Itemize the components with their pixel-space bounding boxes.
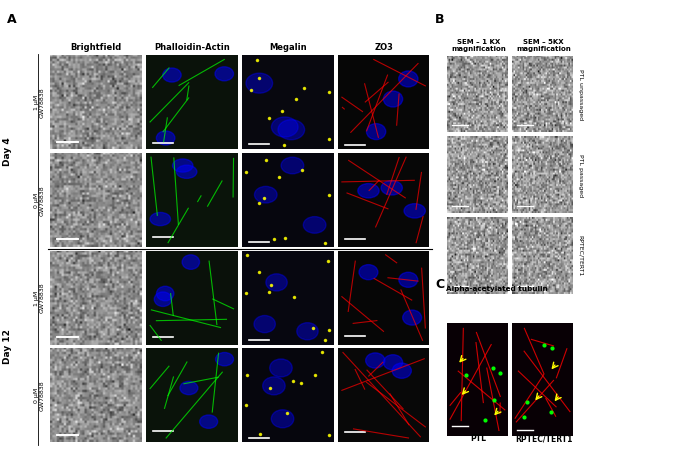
Ellipse shape: [254, 186, 277, 203]
Text: 1 μM
GW78838: 1 μM GW78838: [34, 88, 45, 118]
Ellipse shape: [278, 120, 305, 140]
Ellipse shape: [271, 117, 298, 137]
Ellipse shape: [182, 255, 199, 269]
Text: 0 μM
GW78838: 0 μM GW78838: [34, 185, 45, 216]
Ellipse shape: [384, 91, 403, 107]
Ellipse shape: [404, 204, 425, 218]
Ellipse shape: [399, 71, 418, 87]
Ellipse shape: [381, 180, 402, 195]
Ellipse shape: [173, 159, 193, 172]
Ellipse shape: [266, 274, 287, 291]
Text: SEM – 1 KX
magnification: SEM – 1 KX magnification: [451, 39, 506, 52]
Text: Phalloidin-Actin: Phalloidin-Actin: [154, 43, 229, 52]
Text: Day 4: Day 4: [3, 137, 12, 166]
Ellipse shape: [384, 355, 403, 370]
Ellipse shape: [358, 184, 379, 198]
Text: PTL: PTL: [471, 434, 486, 443]
Ellipse shape: [180, 381, 198, 395]
Ellipse shape: [150, 212, 171, 226]
Text: SEM – 5KX
magnification: SEM – 5KX magnification: [516, 39, 571, 52]
Text: C: C: [435, 278, 444, 291]
Text: Megalin: Megalin: [269, 43, 306, 52]
Ellipse shape: [297, 323, 318, 340]
Ellipse shape: [392, 363, 412, 379]
Text: RPTEC/TERT1: RPTEC/TERT1: [578, 235, 583, 277]
Text: Day 12: Day 12: [3, 330, 12, 364]
Ellipse shape: [366, 123, 386, 140]
Text: PTL unpassaged: PTL unpassaged: [578, 69, 583, 120]
Ellipse shape: [366, 353, 385, 368]
Text: 1 μM
GW78838: 1 μM GW78838: [34, 283, 45, 313]
Ellipse shape: [254, 316, 275, 333]
Ellipse shape: [177, 165, 197, 178]
Ellipse shape: [199, 415, 218, 428]
Ellipse shape: [403, 310, 421, 325]
Ellipse shape: [246, 73, 273, 93]
Ellipse shape: [162, 68, 181, 82]
Ellipse shape: [270, 359, 292, 377]
Text: Alpha-acetylated tubulin: Alpha-acetylated tubulin: [446, 286, 548, 292]
Text: B: B: [435, 13, 445, 26]
Text: A: A: [7, 13, 16, 26]
Text: RPTEC/TERT1: RPTEC/TERT1: [515, 434, 572, 443]
Ellipse shape: [215, 67, 234, 81]
Text: ZO3: ZO3: [374, 43, 393, 52]
Ellipse shape: [156, 131, 175, 145]
Ellipse shape: [303, 216, 326, 233]
Text: Brightfield: Brightfield: [71, 43, 121, 52]
Ellipse shape: [156, 286, 174, 301]
Text: PTL passaged: PTL passaged: [578, 154, 583, 197]
Ellipse shape: [216, 352, 234, 366]
Ellipse shape: [281, 157, 303, 174]
Ellipse shape: [262, 377, 285, 395]
Ellipse shape: [271, 410, 294, 428]
Ellipse shape: [399, 272, 418, 287]
Text: 0 μM
GW78838: 0 μM GW78838: [34, 380, 45, 411]
Ellipse shape: [359, 264, 378, 280]
Ellipse shape: [154, 292, 172, 307]
